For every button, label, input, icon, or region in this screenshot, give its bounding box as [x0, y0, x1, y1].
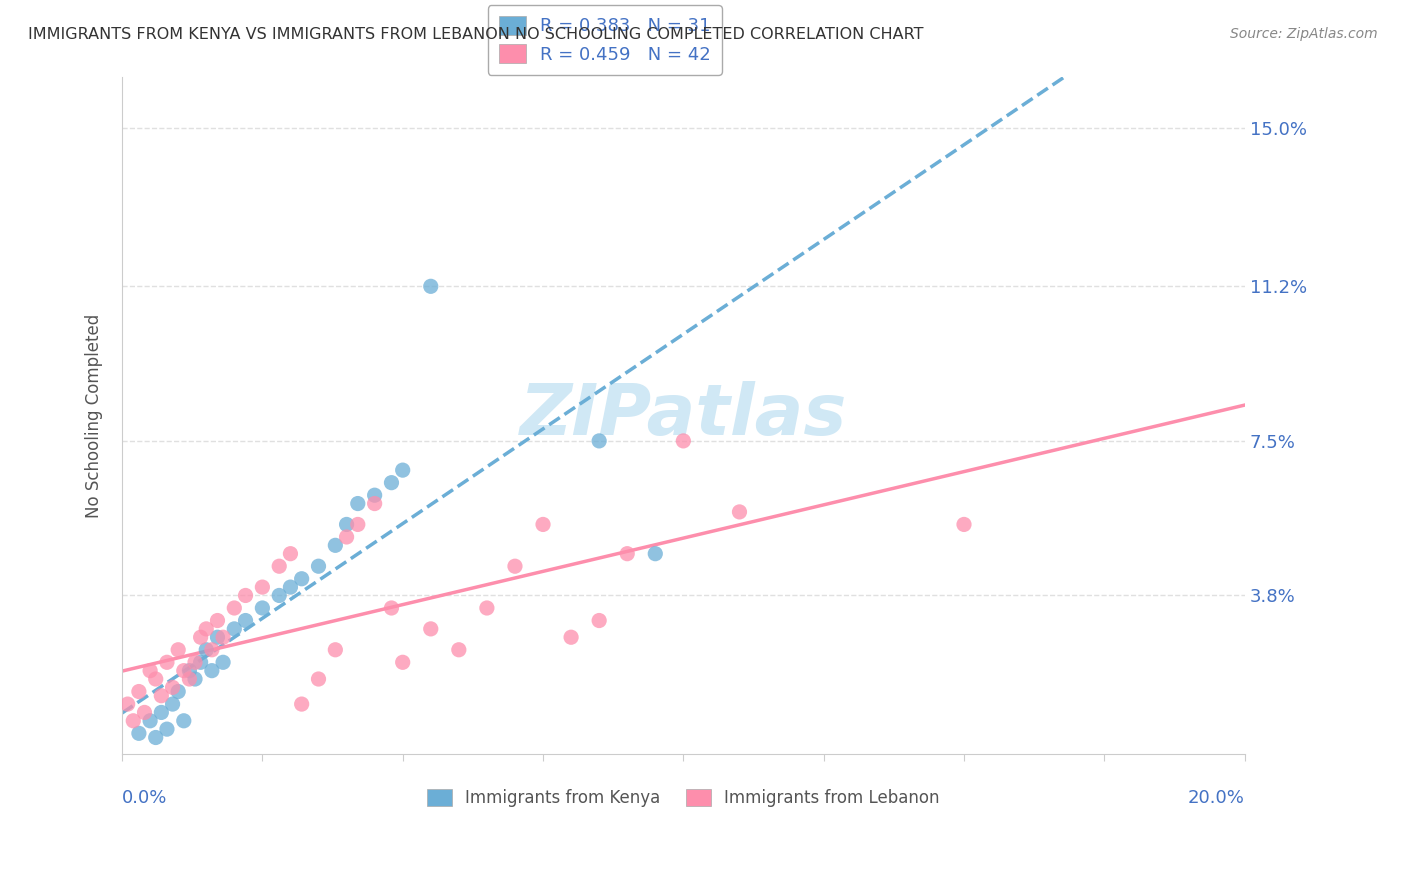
- Point: [419, 622, 441, 636]
- Point: [190, 655, 212, 669]
- Text: 0.0%: 0.0%: [122, 789, 167, 807]
- Point: [184, 655, 207, 669]
- Point: [447, 642, 470, 657]
- Point: [179, 672, 201, 686]
- Point: [363, 488, 385, 502]
- Point: [156, 722, 179, 736]
- Point: [195, 642, 218, 657]
- Point: [173, 714, 195, 728]
- Point: [128, 684, 150, 698]
- Point: [139, 714, 162, 728]
- Point: [380, 475, 402, 490]
- Point: [380, 601, 402, 615]
- Point: [503, 559, 526, 574]
- Point: [269, 559, 291, 574]
- Text: Source: ZipAtlas.com: Source: ZipAtlas.com: [1230, 27, 1378, 41]
- Point: [346, 497, 368, 511]
- Point: [644, 547, 666, 561]
- Point: [207, 630, 229, 644]
- Point: [308, 559, 330, 574]
- Point: [139, 664, 162, 678]
- Point: [252, 601, 274, 615]
- Point: [475, 601, 498, 615]
- Point: [588, 614, 610, 628]
- Point: [531, 517, 554, 532]
- Point: [235, 589, 257, 603]
- Point: [162, 697, 184, 711]
- Point: [145, 731, 167, 745]
- Point: [195, 622, 218, 636]
- Point: [212, 655, 235, 669]
- Y-axis label: No Schooling Completed: No Schooling Completed: [86, 314, 103, 518]
- Text: ZIPatlas: ZIPatlas: [520, 381, 846, 450]
- Point: [128, 726, 150, 740]
- Point: [280, 580, 302, 594]
- Point: [672, 434, 695, 448]
- Text: 20.0%: 20.0%: [1188, 789, 1244, 807]
- Point: [201, 642, 224, 657]
- Point: [167, 642, 190, 657]
- Point: [134, 706, 156, 720]
- Point: [184, 672, 207, 686]
- Point: [588, 434, 610, 448]
- Point: [280, 547, 302, 561]
- Point: [201, 664, 224, 678]
- Point: [291, 697, 314, 711]
- Point: [325, 642, 347, 657]
- Point: [391, 655, 413, 669]
- Point: [560, 630, 582, 644]
- Point: [308, 672, 330, 686]
- Point: [122, 714, 145, 728]
- Point: [346, 517, 368, 532]
- Point: [167, 684, 190, 698]
- Point: [235, 614, 257, 628]
- Point: [150, 689, 173, 703]
- Point: [728, 505, 751, 519]
- Point: [616, 547, 638, 561]
- Point: [117, 697, 139, 711]
- Point: [224, 622, 246, 636]
- Point: [162, 681, 184, 695]
- Point: [391, 463, 413, 477]
- Point: [190, 630, 212, 644]
- Point: [325, 538, 347, 552]
- Text: IMMIGRANTS FROM KENYA VS IMMIGRANTS FROM LEBANON NO SCHOOLING COMPLETED CORRELAT: IMMIGRANTS FROM KENYA VS IMMIGRANTS FROM…: [28, 27, 924, 42]
- Point: [953, 517, 976, 532]
- Point: [363, 497, 385, 511]
- Point: [179, 664, 201, 678]
- Point: [335, 517, 357, 532]
- Point: [173, 664, 195, 678]
- Point: [335, 530, 357, 544]
- Point: [419, 279, 441, 293]
- Point: [150, 706, 173, 720]
- Point: [269, 589, 291, 603]
- Point: [252, 580, 274, 594]
- Point: [212, 630, 235, 644]
- Point: [156, 655, 179, 669]
- Legend: Immigrants from Kenya, Immigrants from Lebanon: Immigrants from Kenya, Immigrants from L…: [420, 782, 946, 814]
- Point: [224, 601, 246, 615]
- Point: [145, 672, 167, 686]
- Point: [291, 572, 314, 586]
- Point: [207, 614, 229, 628]
